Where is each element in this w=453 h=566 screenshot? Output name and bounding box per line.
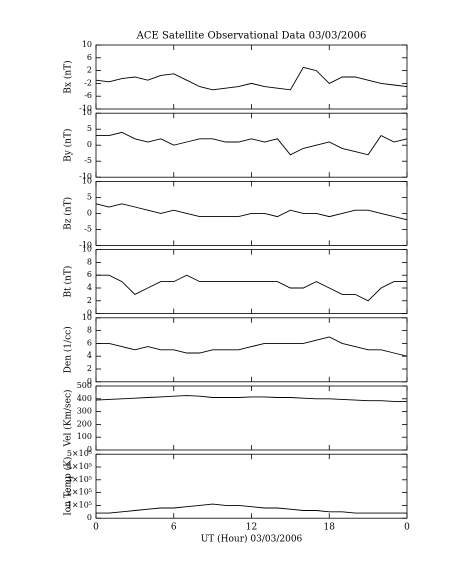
- y-tick-label: 2: [87, 66, 92, 75]
- y-tick-label: 10: [82, 176, 92, 185]
- y-axis-label: Ion Temp (K): [63, 457, 74, 516]
- y-tick-label: 100: [77, 432, 92, 441]
- y-tick-label: 2: [87, 296, 92, 305]
- panel-frame: [95, 385, 408, 451]
- y-tick-label: 0: [87, 309, 92, 318]
- y-tick-label: 200: [77, 419, 92, 428]
- y-tick-label: 0: [87, 445, 92, 454]
- y-axis-label: Bt (nT): [63, 266, 74, 298]
- data-line: [96, 503, 407, 514]
- x-tick-label: 0: [404, 523, 410, 533]
- y-axis-label: Den (1/cc): [63, 326, 74, 373]
- chart-title: ACE Satellite Observational Data 03/03/2…: [136, 31, 367, 42]
- y-tick-label: 2×10⁵: [67, 488, 92, 497]
- x-tick-label: 18: [324, 523, 336, 533]
- y-tick-label: 500: [77, 381, 92, 390]
- y-tick-label: 8: [87, 257, 92, 266]
- y-tick-label: 5×10⁵: [67, 449, 92, 458]
- y-tick-label: -5: [84, 156, 92, 165]
- y-tick-label: 10: [82, 108, 92, 117]
- y-axis-label: Bx (nT): [63, 60, 74, 93]
- x-axis-label: UT (Hour) 03/03/2006: [201, 534, 303, 545]
- data-line: [95, 395, 407, 402]
- y-tick-label: 0: [87, 377, 92, 386]
- panel-frame: [95, 317, 408, 383]
- data-line: [95, 66, 408, 91]
- y-tick-label: 6: [87, 338, 92, 347]
- y-tick-label: 1×10⁵: [67, 500, 92, 509]
- y-tick-label: 300: [77, 407, 92, 416]
- y-tick-label: 10: [82, 40, 92, 49]
- y-tick-label: 10: [82, 245, 92, 254]
- x-tick-label: 12: [246, 523, 257, 533]
- y-tick-label: 6: [87, 53, 92, 62]
- y-tick-label: 5: [87, 124, 92, 133]
- y-tick-label: 5: [87, 192, 92, 201]
- data-line: [96, 274, 407, 302]
- x-tick-label: 0: [93, 523, 99, 533]
- y-tick-label: 3×10⁵: [67, 475, 92, 484]
- panel-frame: [95, 44, 408, 110]
- y-tick-label: -5: [84, 224, 92, 233]
- y-tick-label: -6: [84, 91, 92, 100]
- y-axis-label: Vel (Km/sec): [63, 389, 74, 447]
- y-tick-label: 4: [87, 351, 92, 360]
- y-axis-label: Bz (nT): [63, 197, 74, 230]
- y-axis-label: By (nT): [63, 129, 74, 162]
- y-tick-label: -10: [79, 104, 92, 113]
- y-tick-label: 0: [87, 140, 92, 149]
- y-tick-label: -10: [79, 240, 92, 249]
- y-tick-label: 2: [87, 364, 92, 373]
- y-tick-label: 400: [77, 394, 92, 403]
- data-line: [96, 336, 408, 357]
- y-tick-label: 4×10⁵: [67, 462, 92, 471]
- x-tick-label: 6: [171, 523, 177, 533]
- y-tick-label: 0: [87, 208, 92, 217]
- panel-frame: [95, 112, 408, 178]
- y-tick-label: -10: [79, 172, 92, 181]
- y-tick-label: 0: [87, 513, 92, 522]
- y-tick-label: 6: [87, 270, 92, 279]
- data-line: [95, 203, 408, 221]
- panel-frame: [95, 453, 408, 519]
- data-line: [96, 131, 408, 156]
- y-tick-label: -2: [84, 78, 92, 87]
- y-tick-label: 4: [87, 283, 92, 292]
- y-tick-label: 10: [82, 313, 92, 322]
- y-tick-label: 8: [87, 326, 92, 335]
